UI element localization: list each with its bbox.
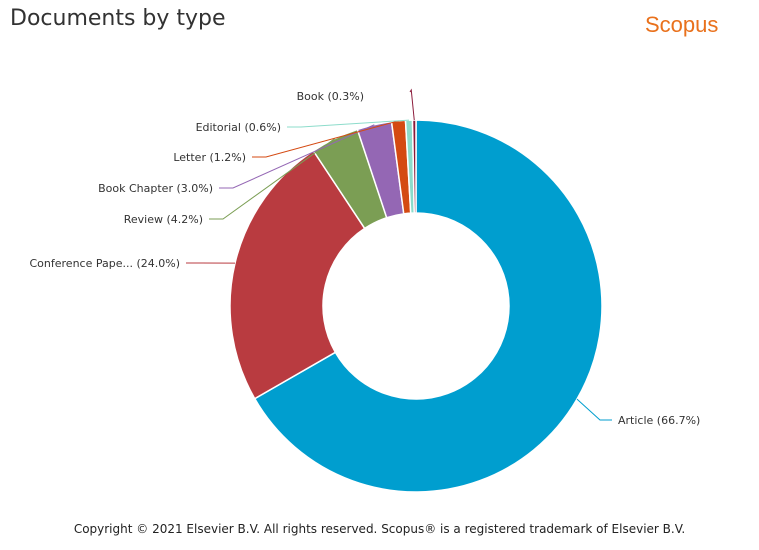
slice-label: Review (4.2%)	[124, 213, 203, 226]
leader-line	[409, 88, 415, 121]
leader-line	[576, 398, 612, 421]
slice-label: Letter (1.2%)	[173, 151, 246, 164]
leader-line	[287, 119, 410, 128]
slice-label: Editorial (0.6%)	[196, 121, 281, 134]
slice-conference-paper[interactable]	[229, 149, 366, 400]
leader-line	[219, 124, 375, 189]
slice-article[interactable]	[253, 119, 603, 493]
slice-label: Book (0.3%)	[297, 90, 364, 103]
slice-label: Article (66.7%)	[618, 414, 700, 427]
scopus-logo: Scopus	[645, 12, 719, 37]
slice-label: Conference Pape... (24.0%)	[30, 257, 181, 270]
chart-title: Documents by type	[10, 6, 226, 31]
copyright-text: Copyright © 2021 Elsevier B.V. All right…	[73, 522, 686, 536]
leader-line	[252, 120, 399, 158]
slice-label: Book Chapter (3.0%)	[98, 182, 213, 195]
slice-book[interactable]	[411, 119, 417, 214]
leader-line	[209, 138, 335, 220]
